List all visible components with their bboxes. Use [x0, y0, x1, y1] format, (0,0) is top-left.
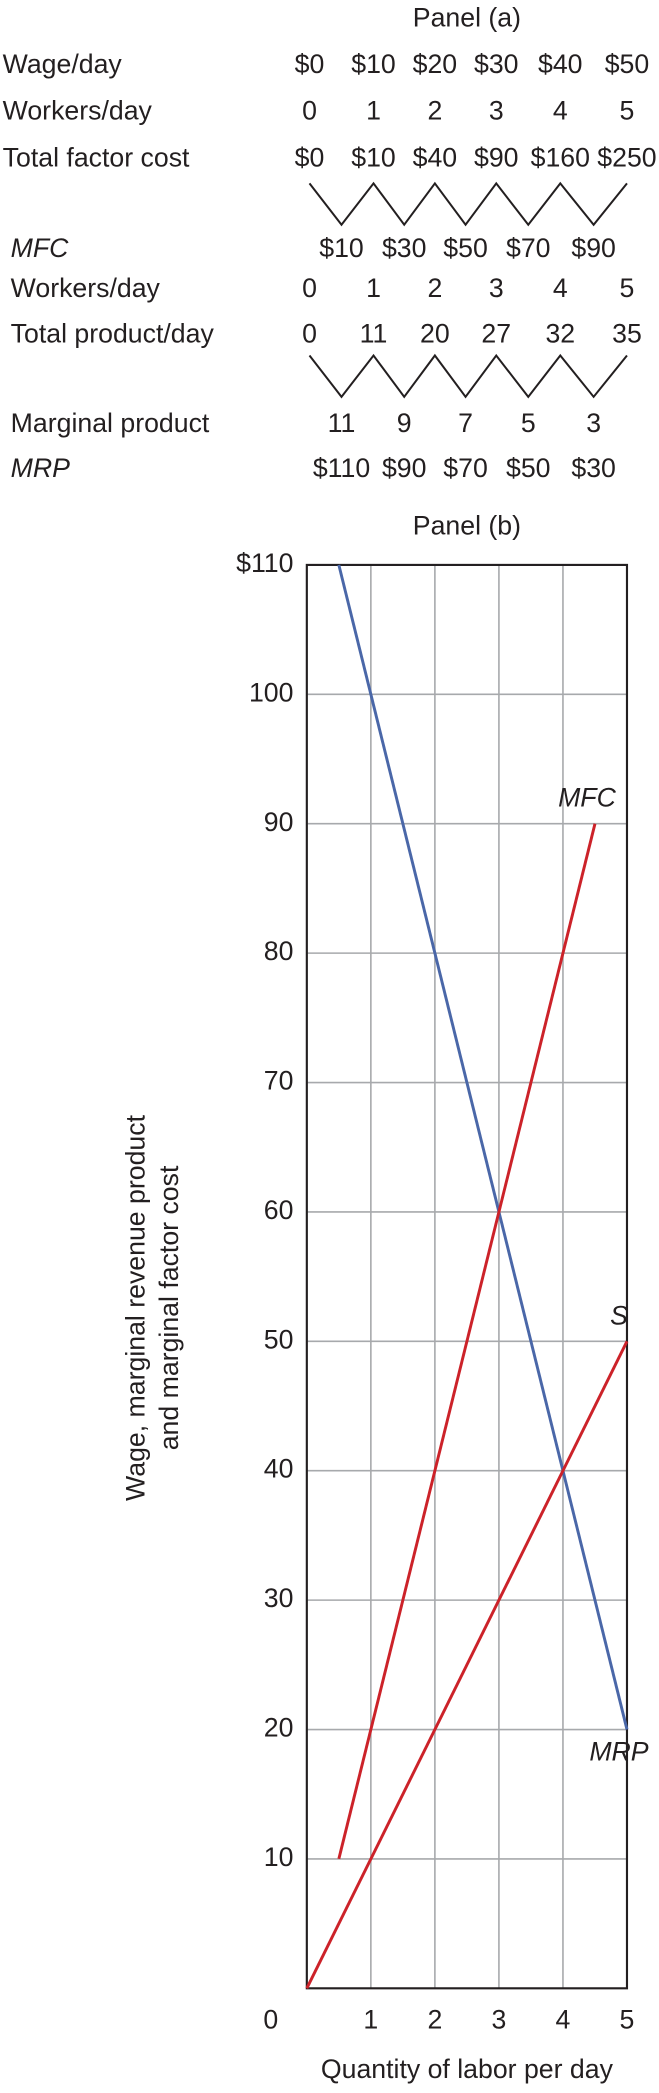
table-cell: $10 [351, 49, 396, 79]
table-cell: $40 [413, 142, 458, 172]
row-label: MFC [11, 233, 70, 263]
row-label: Workers/day [3, 96, 153, 126]
series-label: S [610, 1300, 628, 1330]
row-label: Wage/day [3, 49, 123, 79]
table-cell: 2 [427, 96, 442, 126]
y-tick-label: 10 [264, 1842, 294, 1872]
x-axis-label: Quantity of labor per day [321, 2054, 614, 2084]
table-cell: $160 [531, 142, 590, 172]
table-cell: 4 [553, 96, 568, 126]
table-cell: $50 [443, 233, 488, 263]
table-cell: $70 [443, 453, 488, 483]
table-cell: 0 [302, 319, 317, 349]
table-cell: $40 [538, 49, 583, 79]
table-cell: $10 [351, 142, 396, 172]
y-tick-label: 100 [249, 677, 294, 707]
x-tick-label: 1 [363, 2005, 378, 2035]
table-cell: 35 [612, 319, 642, 349]
panel-a-title: Panel (a) [413, 2, 521, 32]
x-tick-label: 4 [556, 2005, 571, 2035]
y-axis-label: and marginal factor cost [154, 1165, 184, 1450]
cost-connector [308, 181, 628, 227]
table-cell: 11 [328, 408, 356, 438]
table-cell: $30 [571, 453, 616, 483]
table-cell: $70 [506, 233, 551, 263]
product-connector [308, 353, 628, 399]
table-cell: 1 [366, 273, 381, 303]
table-cell: 5 [620, 96, 635, 126]
plot-frame [305, 563, 629, 1990]
table-cell: 3 [489, 273, 504, 303]
table-cell: 27 [481, 319, 511, 349]
table-cell: 3 [489, 96, 504, 126]
table-cell: $250 [597, 142, 656, 172]
y-tick-label: 20 [264, 1713, 294, 1743]
series-line [337, 564, 629, 1730]
table-cell: $0 [295, 49, 325, 79]
series-label: MRP [589, 1737, 648, 1767]
y-tick-label: $110 [236, 548, 293, 578]
series-label: MFC [558, 783, 617, 813]
table-cell: $90 [382, 453, 427, 483]
table-cell: 2 [427, 273, 442, 303]
table-cell: 32 [545, 319, 575, 349]
table-cell: $10 [319, 233, 364, 263]
y-tick-label: 80 [264, 936, 294, 966]
y-tick-label: 60 [264, 1195, 294, 1225]
table-cell: $30 [382, 233, 427, 263]
chart-title: Panel (b) [413, 511, 521, 541]
table-cell: $50 [605, 49, 650, 79]
table-cell: 0 [302, 273, 317, 303]
x-tick-label: 5 [620, 2005, 635, 2035]
series-line [305, 1340, 629, 1989]
table-cell: 7 [458, 408, 473, 438]
row-label: Marginal product [11, 408, 210, 438]
table-cell: 0 [302, 96, 317, 126]
y-tick-label: 70 [264, 1066, 294, 1096]
row-label: Total product/day [11, 319, 215, 349]
y-tick-label: 30 [264, 1583, 294, 1613]
y-tick-label: 50 [264, 1324, 294, 1354]
table-cell: $90 [474, 142, 519, 172]
table-cell: $20 [413, 49, 458, 79]
y-tick-label: 90 [264, 807, 294, 837]
y-tick-label: 40 [264, 1454, 294, 1484]
row-label: Workers/day [11, 273, 161, 303]
table-cell: $30 [474, 49, 519, 79]
x-tick-label: 2 [427, 2005, 442, 2035]
y-axis-label: Wage, marginal revenue product [120, 1114, 150, 1501]
table-cell: 1 [366, 96, 381, 126]
table-cell: 5 [620, 273, 635, 303]
table-cell: 4 [553, 273, 568, 303]
table-cell: $50 [506, 453, 551, 483]
table-cell: $90 [571, 233, 616, 263]
table-cell: $0 [295, 142, 325, 172]
x-tick-label: 0 [263, 2005, 278, 2035]
table-cell: 20 [420, 319, 450, 349]
table-cell: 3 [586, 408, 601, 438]
row-label: MRP [11, 453, 70, 483]
table-cell: 11 [360, 319, 388, 349]
table-cell: 5 [521, 408, 536, 438]
table-cell: $110 [313, 453, 370, 483]
series-line [337, 823, 597, 1860]
x-tick-label: 3 [491, 2005, 506, 2035]
row-label: Total factor cost [3, 142, 190, 172]
table-cell: 9 [397, 408, 412, 438]
